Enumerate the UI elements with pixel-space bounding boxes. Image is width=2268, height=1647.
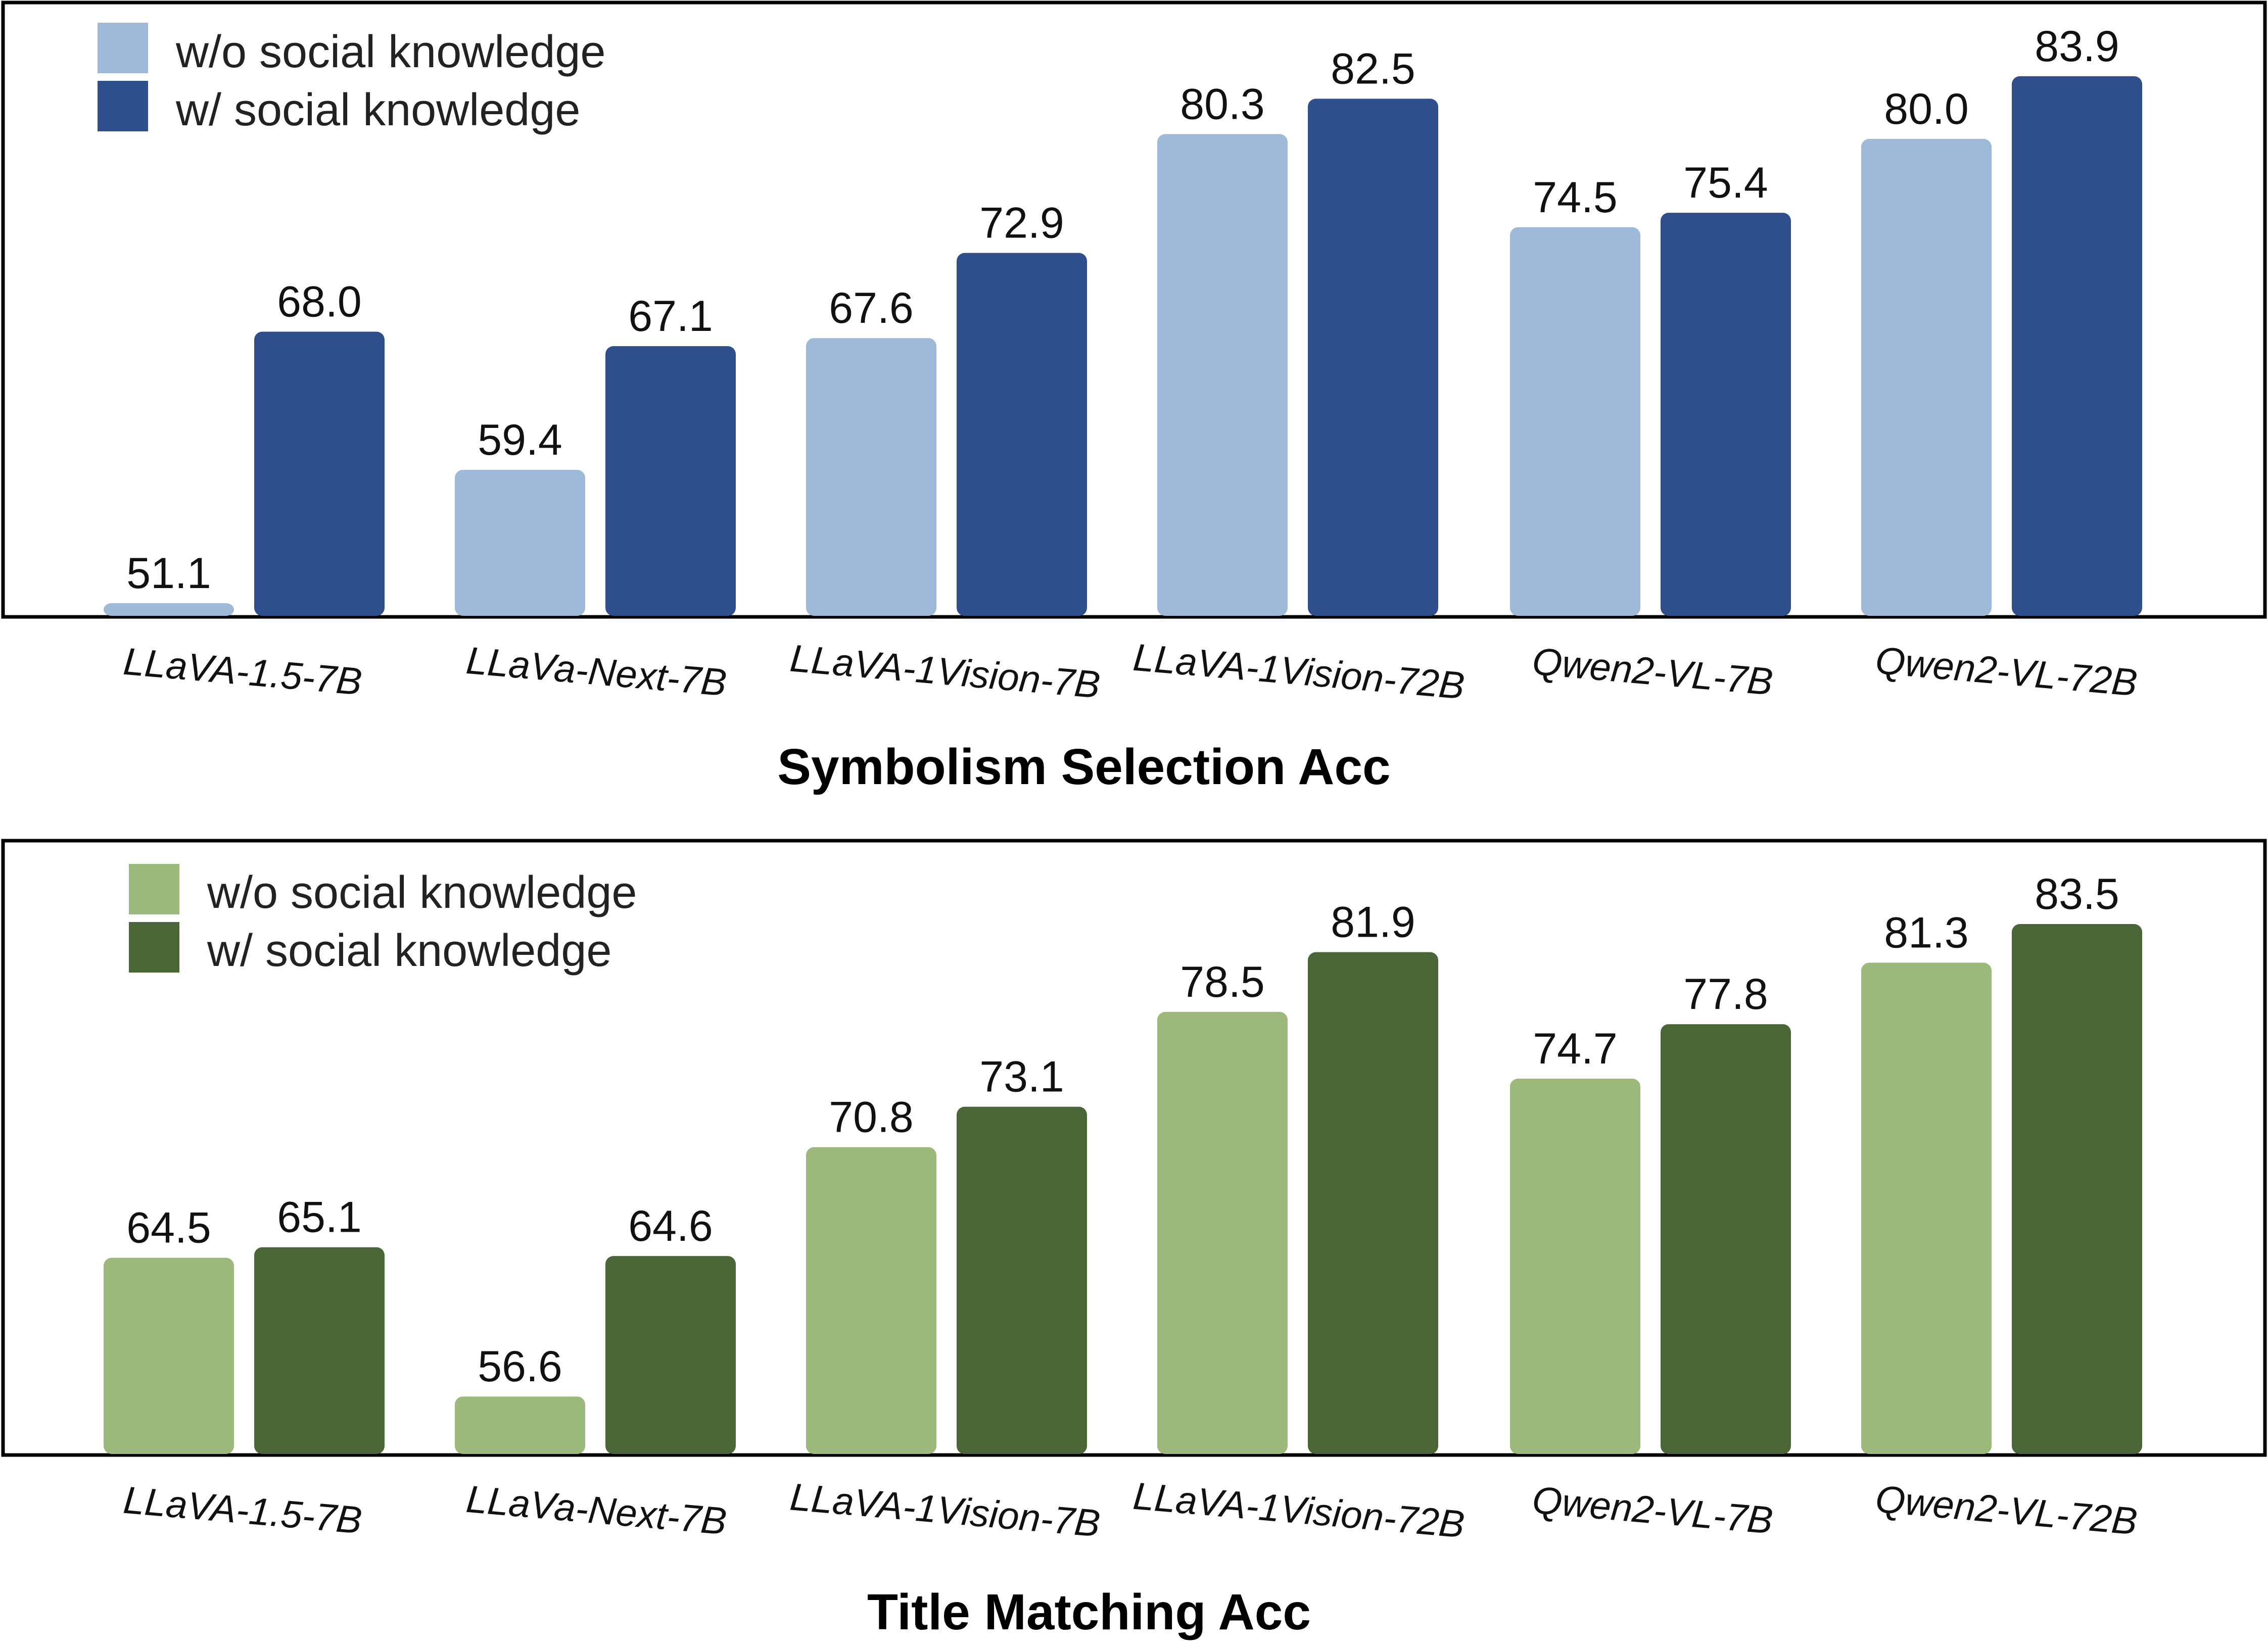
bar	[957, 253, 1087, 616]
bar	[1308, 952, 1438, 1454]
x-axis: LLaVA-1.5-7B LLaVa-Next-7B LLaVA-1Vision…	[122, 1475, 2139, 1546]
tick-label: Qwen2-VL-72B	[1874, 639, 2139, 705]
bar	[1861, 138, 1992, 616]
tick-label: LLaVA-1Vision-72B	[1131, 636, 1467, 708]
legend-label-without: w/o social knowledge	[175, 27, 605, 77]
bar	[455, 469, 585, 616]
bar	[957, 1106, 1087, 1454]
data-label: 74.7	[1533, 1025, 1617, 1073]
legend-swatch-with	[98, 81, 148, 131]
bar	[2012, 76, 2142, 616]
tick-label: Qwen2-VL-72B	[1874, 1478, 2139, 1543]
data-label: 67.1	[628, 292, 713, 341]
data-label: 83.5	[2035, 870, 2119, 918]
bar	[1510, 1078, 1640, 1454]
legend-label-with: w/ social knowledge	[207, 926, 611, 976]
bar	[806, 1147, 936, 1454]
bar	[1157, 1011, 1288, 1454]
data-label: 81.3	[1884, 909, 1968, 957]
panel-symbolism: w/o social knowledge w/ social knowledge…	[1, 1, 2267, 795]
legend-swatch-without	[98, 23, 148, 73]
tick-label: Qwen2-VL-7B	[1531, 1478, 1775, 1542]
tick-label: LLaVa-Next-7B	[464, 639, 728, 705]
bar	[104, 1257, 234, 1454]
data-label: 68.0	[277, 277, 361, 326]
x-axis: LLaVA-1.5-7B LLaVa-Next-7B LLaVA-1Vision…	[122, 636, 2139, 708]
data-label: 83.9	[2035, 22, 2119, 71]
tick-label: LLaVA-1.5-7B	[122, 640, 364, 704]
chart-title: Title Matching Acc	[867, 1584, 1311, 1640]
legend-label-without: w/o social knowledge	[207, 867, 637, 918]
bar	[1661, 1024, 1791, 1454]
bar	[1661, 213, 1791, 616]
bar	[1510, 227, 1640, 616]
data-label: 82.5	[1331, 44, 1415, 93]
data-label: 78.5	[1180, 958, 1264, 1006]
data-label: 72.9	[979, 199, 1064, 248]
tick-label: LLaVA-1Vision-7B	[788, 637, 1102, 706]
data-label: 67.6	[829, 284, 913, 332]
tick-label: LLaVA-1.5-7B	[122, 1479, 364, 1542]
bar	[254, 331, 385, 616]
bar	[104, 603, 234, 616]
tick-label: Qwen2-VL-7B	[1531, 640, 1775, 703]
bar	[455, 1396, 585, 1454]
bar	[1157, 134, 1288, 616]
data-label: 74.5	[1533, 173, 1617, 222]
data-label: 77.8	[1683, 970, 1768, 1019]
bar	[254, 1247, 385, 1454]
data-label: 80.3	[1180, 80, 1264, 128]
data-label: 81.9	[1331, 898, 1415, 947]
data-label: 64.5	[126, 1204, 211, 1252]
bar	[806, 338, 936, 616]
chart-title: Symbolism Selection Acc	[777, 739, 1390, 795]
bar-group: 51.1 68.0 59.4 67.1 67.6 72.9 80.3 82.5 74.5 75.4…	[104, 22, 2142, 616]
legend-label-with: w/ social knowledge	[175, 85, 580, 135]
data-label: 64.6	[628, 1202, 713, 1250]
panel-title-matching: w/o social knowledge w/ social knowledge…	[1, 839, 2267, 1640]
data-label: 59.4	[478, 416, 562, 464]
data-label: 80.0	[1884, 85, 1968, 133]
panel-frame	[1, 839, 2267, 1457]
data-label: 70.8	[829, 1093, 913, 1142]
data-label: 65.1	[277, 1193, 361, 1242]
panel-frame	[1, 1, 2267, 619]
bar	[605, 1256, 736, 1454]
data-label: 51.1	[126, 549, 211, 598]
bar	[605, 346, 736, 616]
tick-label: LLaVA-1Vision-72B	[1131, 1475, 1467, 1546]
bar-group: 64.5 65.1 56.6 64.6 70.8 73.1 78.5 81.9 74.7 77.8…	[104, 870, 2142, 1454]
bar	[1308, 99, 1438, 616]
data-label: 56.6	[478, 1342, 562, 1391]
data-label: 75.4	[1683, 159, 1768, 207]
data-label: 73.1	[979, 1053, 1064, 1101]
tick-label: LLaVa-Next-7B	[464, 1478, 728, 1543]
bar	[2012, 924, 2142, 1454]
legend-swatch-without	[129, 864, 179, 914]
bar	[1861, 962, 1992, 1454]
tick-label: LLaVA-1Vision-7B	[788, 1475, 1102, 1545]
legend-swatch-with	[129, 922, 179, 973]
